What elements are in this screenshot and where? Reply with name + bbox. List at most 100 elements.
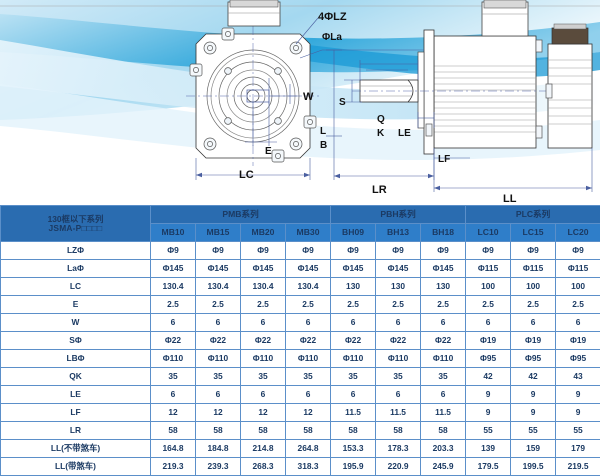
cell: Φ9 — [331, 242, 376, 260]
model-header-bh09: BH09 — [331, 224, 376, 242]
cell: Φ110 — [286, 350, 331, 368]
row-label-w: W — [1, 314, 151, 332]
cell: Φ9 — [286, 242, 331, 260]
cell: Φ22 — [421, 332, 466, 350]
cell: Φ110 — [331, 350, 376, 368]
cell: Φ9 — [376, 242, 421, 260]
cell: 42 — [511, 368, 556, 386]
cell: 43 — [556, 368, 600, 386]
cell: 130.4 — [196, 278, 241, 296]
table-row: LF 12 12 12 12 11.5 11.5 11.5 9 9 9 — [1, 404, 600, 422]
cell: 12 — [241, 404, 286, 422]
specification-table: 130框以下系列 JSMA-P□□□□ PMB系列 PBH系列 PLC系列 MB… — [0, 205, 600, 476]
side-view-body — [352, 0, 592, 154]
cell: 55 — [466, 422, 511, 440]
cell: Φ115 — [466, 260, 511, 278]
cell: Φ115 — [511, 260, 556, 278]
cell: Φ9 — [556, 242, 600, 260]
cell: 6 — [241, 314, 286, 332]
cell: Φ9 — [466, 242, 511, 260]
cell: 239.3 — [196, 458, 241, 476]
cell: 219.5 — [556, 458, 600, 476]
cell: 58 — [241, 422, 286, 440]
row-label-e: E — [1, 296, 151, 314]
cell: 2.5 — [331, 296, 376, 314]
cell: 58 — [376, 422, 421, 440]
cell: Φ9 — [511, 242, 556, 260]
model-header-mb30: MB30 — [286, 224, 331, 242]
cell: 130.4 — [151, 278, 196, 296]
cell: 9 — [556, 386, 600, 404]
model-header-mb20: MB20 — [241, 224, 286, 242]
cell: Φ110 — [241, 350, 286, 368]
cell: 195.9 — [331, 458, 376, 476]
table-row: LBΦ Φ110 Φ110 Φ110 Φ110 Φ110 Φ110 Φ110 Φ… — [1, 350, 600, 368]
cell: 58 — [421, 422, 466, 440]
cell: 130 — [376, 278, 421, 296]
cell: 2.5 — [241, 296, 286, 314]
cell: 12 — [196, 404, 241, 422]
cell: 130 — [331, 278, 376, 296]
cell: 6 — [331, 314, 376, 332]
cell: 130.4 — [286, 278, 331, 296]
cell: 6 — [286, 314, 331, 332]
cell: 11.5 — [376, 404, 421, 422]
cell: 6 — [151, 314, 196, 332]
table-row: LC 130.4 130.4 130.4 130.4 130 130 130 1… — [1, 278, 600, 296]
cell: Φ22 — [286, 332, 331, 350]
model-header-bh13: BH13 — [376, 224, 421, 242]
cell: 42 — [466, 368, 511, 386]
cell: 35 — [331, 368, 376, 386]
technical-drawing: 4ΦLZ ΦLa LC W E S Q K LE L B LF LR LL — [0, 0, 600, 205]
cell: 35 — [241, 368, 286, 386]
cell: 100 — [556, 278, 600, 296]
cell: 58 — [151, 422, 196, 440]
specification-table-container: 130框以下系列 JSMA-P□□□□ PMB系列 PBH系列 PLC系列 MB… — [0, 205, 600, 449]
cell: Φ22 — [196, 332, 241, 350]
cell: Φ95 — [466, 350, 511, 368]
label-s: S — [339, 97, 346, 108]
table-body: LZΦ Φ9 Φ9 Φ9 Φ9 Φ9 Φ9 Φ9 Φ9 Φ9 Φ9 LaΦ Φ1… — [1, 242, 600, 476]
label-4-phi-lz: 4ΦLZ — [318, 11, 347, 23]
label-lf: LF — [438, 154, 450, 165]
cell: Φ22 — [151, 332, 196, 350]
cell: 55 — [556, 422, 600, 440]
cell: Φ145 — [421, 260, 466, 278]
row-label-lf: LF — [1, 404, 151, 422]
cell: Φ9 — [196, 242, 241, 260]
cell: 220.9 — [376, 458, 421, 476]
cell: Φ145 — [196, 260, 241, 278]
cell: 130 — [421, 278, 466, 296]
cell: Φ145 — [151, 260, 196, 278]
model-header-bh18: BH18 — [421, 224, 466, 242]
cell: 6 — [376, 314, 421, 332]
cell: 130.4 — [241, 278, 286, 296]
model-header-lc20: LC20 — [556, 224, 600, 242]
table-row: E 2.5 2.5 2.5 2.5 2.5 2.5 2.5 2.5 2.5 2.… — [1, 296, 600, 314]
label-le: LE — [398, 128, 411, 139]
cell: Φ110 — [196, 350, 241, 368]
cell: 35 — [286, 368, 331, 386]
model-header-mb15: MB15 — [196, 224, 241, 242]
label-k: K — [377, 128, 385, 139]
cell: 6 — [286, 386, 331, 404]
cell: Φ22 — [241, 332, 286, 350]
cell: 100 — [466, 278, 511, 296]
cell: 58 — [331, 422, 376, 440]
table-head: 130框以下系列 JSMA-P□□□□ PMB系列 PBH系列 PLC系列 MB… — [1, 206, 600, 242]
cell: 179.5 — [466, 458, 511, 476]
cell: Φ145 — [331, 260, 376, 278]
cell: 9 — [466, 404, 511, 422]
cell: 2.5 — [376, 296, 421, 314]
cell: 6 — [421, 386, 466, 404]
cell: 9 — [556, 404, 600, 422]
cell: 35 — [196, 368, 241, 386]
cell: 318.3 — [286, 458, 331, 476]
cell: 11.5 — [421, 404, 466, 422]
front-view-outline — [186, 26, 322, 166]
cell: 35 — [151, 368, 196, 386]
row-label-ll-with-brake: LL(带煞车) — [1, 458, 151, 476]
row-label-lc: LC — [1, 278, 151, 296]
table-row: QK 35 35 35 35 35 35 35 42 42 43 — [1, 368, 600, 386]
group-header-plc: PLC系列 — [466, 206, 600, 224]
